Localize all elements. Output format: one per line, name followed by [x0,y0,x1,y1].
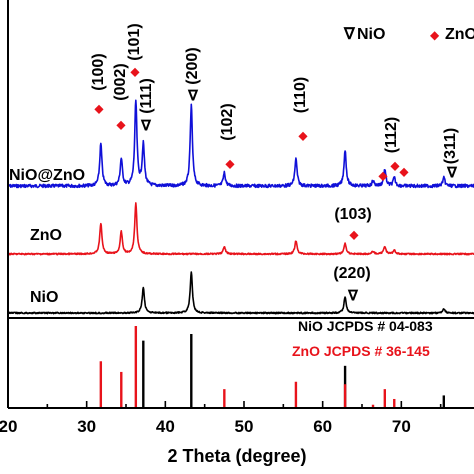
peak-label: (103) [334,206,371,223]
peak-label: (111) [138,78,155,114]
peak-label: (112) [383,117,400,153]
legend-zno-marker: ◆ [430,28,440,42]
labels-layer: ∇ NiO ◆ ZnO NiO@ZnO ZnO NiO NiO JCPDS # … [9,26,474,466]
x-tick-label: 20 [0,417,17,436]
x-tick-label: 40 [156,417,175,436]
zno-peak-marker: ◆ [225,157,235,171]
nio-peak-marker: ∇ [141,117,152,135]
pattern-line-nio-zno [7,99,474,189]
nio-peak-marker: ∇ [348,287,359,305]
x-axis-ticks: 20 30 40 50 60 70 [0,401,442,436]
peak-annotations-layer: (100)◆(002)◆(101)◆(111)∇(200)∇(102)◆(110… [90,23,459,304]
pattern-line-zno [7,202,474,256]
patterns-layer [7,99,474,315]
reference-lines-layer [99,326,446,408]
peak-label: (220) [333,265,370,282]
x-axis-label: 2 Theta (degree) [167,446,306,466]
zno-peak-marker: ◆ [94,102,104,116]
pattern-line-nio [7,271,474,315]
x-tick-label: 50 [235,417,254,436]
peak-label: (311) [442,128,459,164]
x-tick-label: 30 [77,417,96,436]
zno-peak-marker: ◆ [298,129,308,143]
nio-peak-marker: ∇ [447,164,458,182]
reference-label-nio: NiO JCPDS # 04-083 [298,318,433,334]
peak-label: (110) [292,77,309,113]
peak-label: (100) [90,53,107,90]
zno-peak-marker: ◆ [390,159,400,173]
zno-peak-marker: ◆ [399,165,409,179]
zno-peak-marker: ◆ [116,118,126,132]
reference-label-zno: ZnO JCPDS # 36-145 [292,343,430,359]
peak-label: (102) [219,103,236,140]
series-label-zno: ZnO [30,227,62,244]
nio-peak-marker: ∇ [188,87,199,105]
legend-nio-marker: ∇ [343,26,356,43]
peak-label: (200) [184,47,201,84]
plot-frame [7,0,474,409]
peak-label: (101) [126,23,143,60]
x-tick-label: 70 [392,417,411,436]
series-label-nio-zno: NiO@ZnO [9,167,85,184]
series-label-nio: NiO [30,289,58,306]
legend-zno-label: ZnO [445,26,474,43]
zno-peak-marker: ◆ [349,228,359,242]
zno-peak-marker: ◆ [130,65,140,79]
legend-nio-label: NiO [357,26,385,43]
x-tick-label: 60 [313,417,332,436]
peak-label: (002) [112,63,129,100]
zno-peak-marker: ◆ [378,169,388,183]
